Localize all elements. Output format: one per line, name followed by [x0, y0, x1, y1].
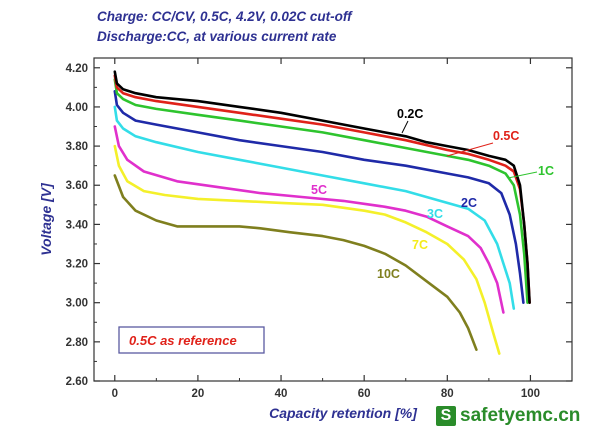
x-tick-label: 20 [192, 388, 205, 400]
series-leader-1c [507, 171, 538, 179]
x-tick-label: 80 [441, 388, 454, 400]
watermark: S safetyemc.cn [436, 403, 580, 429]
series-label-1c: 1C [538, 164, 554, 178]
series-leader-0p2c [401, 120, 409, 134]
series-label-3c: 3C [427, 207, 443, 221]
y-tick-label: 3.20 [66, 259, 88, 271]
series-label-5c: 5C [311, 183, 327, 197]
watermark-text: safetyemc.cn [460, 405, 581, 426]
x-tick-label: 100 [521, 388, 540, 400]
series-line-5c [113, 125, 505, 314]
series-line-1c [113, 78, 529, 304]
y-tick-label: 2.60 [66, 376, 88, 388]
y-axis-title: Voltage [V] [38, 182, 54, 256]
plot-frame [93, 57, 573, 382]
y-tick-label: 3.60 [66, 180, 88, 192]
annotation-text: 0.5C as reference [129, 333, 237, 348]
y-tick-label: 4.20 [66, 63, 88, 75]
annotation-box [118, 326, 265, 354]
x-tick-label: 40 [275, 388, 288, 400]
x-axis-title: Capacity retention [%] [269, 405, 418, 421]
series-label-2c: 2C [461, 196, 477, 210]
y-tick-label: 3.80 [66, 141, 88, 153]
x-tick-label: 0 [112, 388, 118, 400]
series-label-0p5c: 0.5C [493, 129, 519, 143]
series-line-0p2c [113, 70, 531, 304]
series-line-7c [113, 144, 501, 355]
series-label-0p2c: 0.2C [397, 107, 423, 121]
y-tick-label: 2.80 [66, 337, 88, 349]
series-line-2c [113, 90, 525, 304]
x-tick-label: 60 [358, 388, 371, 400]
series-line-3c [113, 105, 516, 310]
series-label-7c: 7C [412, 238, 428, 252]
header-line-1: Charge: CC/CV, 0.5C, 4.2V, 0.02C cut-off [97, 9, 352, 24]
series-line-10c [113, 174, 478, 351]
watermark-logo: S [436, 406, 456, 426]
series-label-10c: 10C [377, 267, 400, 281]
y-tick-label: 3.40 [66, 219, 88, 231]
series-leader-0p5c [446, 142, 494, 157]
header-line-2: Discharge:CC, at various current rate [97, 29, 337, 44]
y-tick-label: 3.00 [66, 298, 88, 310]
y-tick-label: 4.00 [66, 102, 88, 114]
